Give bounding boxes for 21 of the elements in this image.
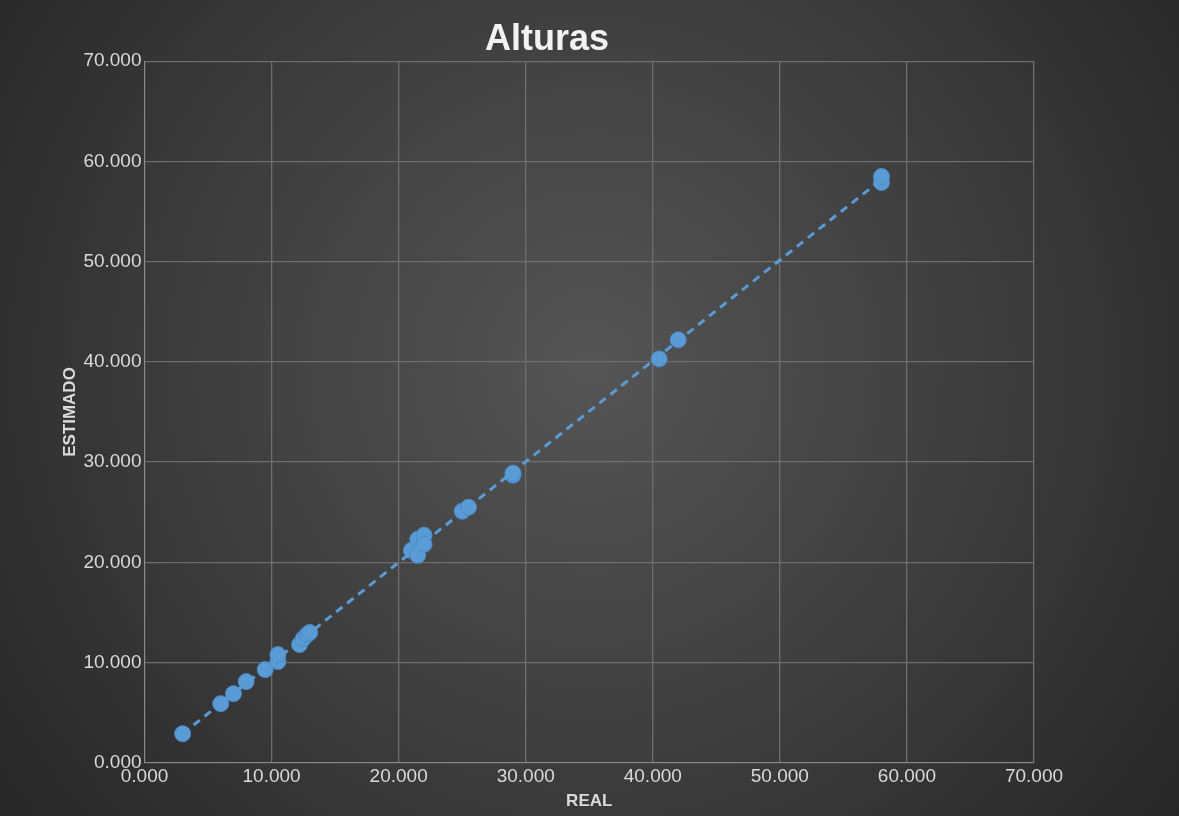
y-tick-label: 40.000 xyxy=(83,350,142,372)
y-tick-label: 20.000 xyxy=(83,550,142,572)
x-tick-label: 40.000 xyxy=(623,765,682,787)
y-tick-label: 70.000 xyxy=(83,49,142,71)
point xyxy=(873,167,891,185)
x-axis-title: REAL xyxy=(566,791,613,811)
point xyxy=(669,331,687,349)
y-tick-label: 10.000 xyxy=(83,650,142,672)
x-tick-label: 30.000 xyxy=(496,765,555,787)
y-tick-label: 60.000 xyxy=(83,149,142,171)
point xyxy=(269,646,287,664)
x-tick-label: 10.000 xyxy=(242,765,301,787)
chart-title: Alturas xyxy=(484,16,610,58)
y-tick-label: 50.000 xyxy=(83,249,142,271)
x-tick-label: 50.000 xyxy=(750,765,809,787)
x-tick-label: 60.000 xyxy=(877,765,936,787)
point xyxy=(174,725,192,743)
x-tick-label: 20.000 xyxy=(369,765,428,787)
x-tick-label: 70.000 xyxy=(1004,765,1064,787)
y-axis-title: ESTIMADO xyxy=(59,367,79,457)
y-tick-label: 30.000 xyxy=(83,450,142,472)
